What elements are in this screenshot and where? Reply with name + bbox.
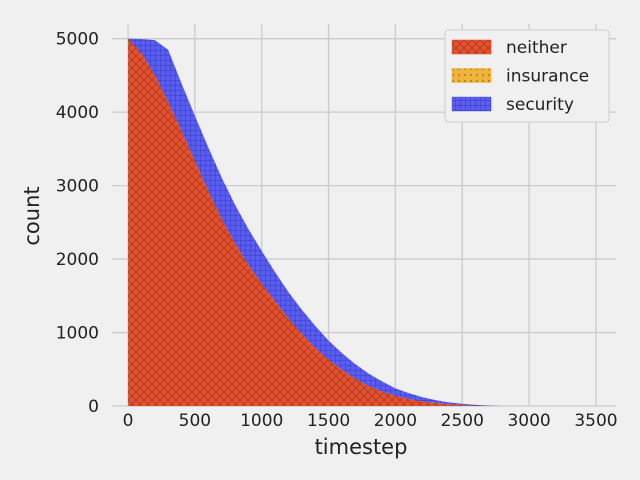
y-axis-ticks: 0 1000 2000 3000 4000 5000 [56,30,99,417]
legend: neither insurance security [444,29,610,123]
legend-swatch-neither [451,39,492,55]
y-tick-label: 4000 [56,103,99,123]
x-tick-label: 0 [123,411,134,431]
x-tick-label: 3000 [507,411,550,431]
legend-label-neither: neither [506,38,567,58]
x-axis-ticks: 0 500 1000 1500 2000 2500 3000 3500 [123,411,618,431]
x-tick-label: 2000 [374,411,417,431]
x-axis-label: timestep [315,435,408,459]
y-tick-label: 1000 [56,324,99,344]
y-tick-label: 5000 [56,30,99,50]
x-tick-label: 1500 [307,411,350,431]
x-tick-label: 2500 [441,411,484,431]
y-tick-label: 3000 [56,177,99,197]
area-security [128,38,503,406]
legend-label-security: security [506,95,574,115]
y-tick-label: 2000 [56,250,99,270]
y-axis-label: count [20,186,44,245]
legend-swatch-security [451,96,492,112]
legend-swatch-insurance [451,68,492,83]
y-tick-label: 0 [88,397,99,417]
x-tick-label: 500 [179,411,211,431]
x-tick-label: 3500 [574,411,617,431]
x-tick-label: 1000 [240,411,283,431]
area-neither [128,38,503,406]
plot-areas [128,38,503,406]
legend-label-insurance: insurance [506,67,589,87]
